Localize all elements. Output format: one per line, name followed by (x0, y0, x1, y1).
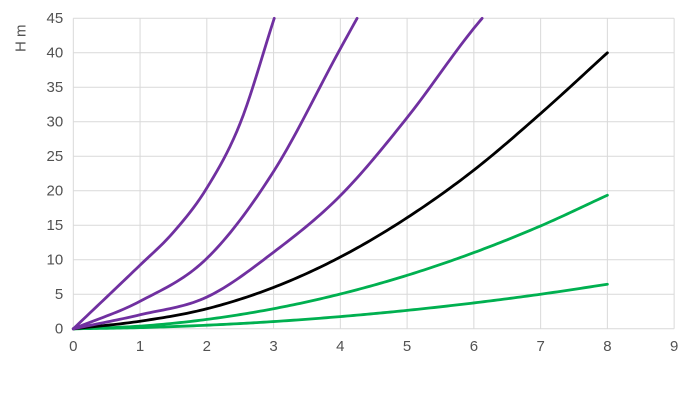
svg-text:H m: H m (13, 24, 30, 51)
svg-text:15: 15 (47, 217, 64, 234)
svg-text:5: 5 (55, 286, 63, 303)
svg-text:7: 7 (536, 338, 544, 355)
svg-text:6: 6 (470, 338, 478, 355)
svg-text:5: 5 (403, 338, 411, 355)
svg-text:4: 4 (336, 338, 344, 355)
svg-text:30: 30 (47, 114, 64, 131)
svg-text:9: 9 (670, 338, 678, 355)
svg-text:20: 20 (47, 183, 64, 200)
svg-text:10: 10 (47, 252, 64, 269)
svg-text:2: 2 (203, 338, 211, 355)
svg-text:35: 35 (47, 79, 64, 96)
svg-text:8: 8 (603, 338, 611, 355)
svg-text:45: 45 (47, 10, 64, 27)
svg-text:3: 3 (269, 338, 277, 355)
svg-text:0: 0 (69, 338, 77, 355)
svg-text:0: 0 (55, 321, 63, 338)
svg-text:40: 40 (47, 45, 64, 62)
svg-text:1: 1 (136, 338, 144, 355)
svg-text:25: 25 (47, 148, 64, 165)
